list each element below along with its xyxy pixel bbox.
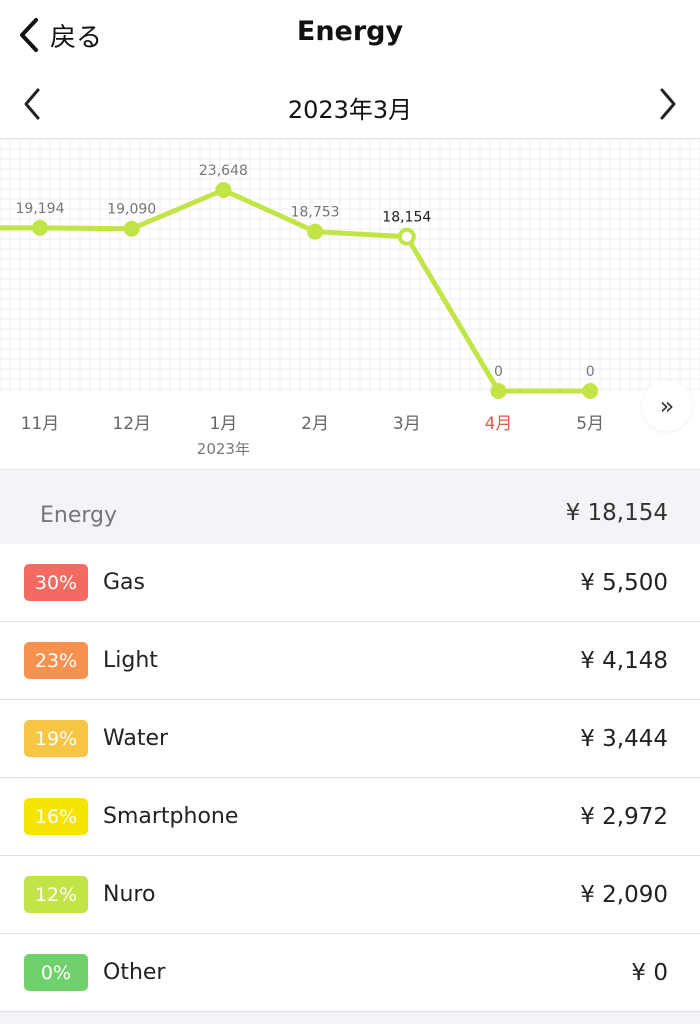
data-label: 19,194	[16, 201, 65, 217]
list-item[interactable]: 12% Nuro ¥ 2,090	[0, 856, 700, 934]
summary-row: Energy ¥ 18,154	[0, 469, 700, 545]
data-label: 0	[494, 364, 503, 380]
percent-badge: 23%	[24, 642, 88, 679]
category-amount: ¥ 4,148	[580, 648, 668, 674]
category-amount: ¥ 5,500	[580, 570, 668, 596]
chevron-left-icon	[20, 18, 38, 52]
category-amount: ¥ 0	[631, 960, 668, 986]
x-tick-label: 5月	[576, 414, 604, 434]
summary-amount: ¥ 18,154	[565, 500, 668, 526]
data-point	[490, 383, 507, 399]
category-name: Light	[103, 648, 158, 673]
bottom-divider	[0, 1012, 700, 1024]
category-name: Smartphone	[103, 804, 239, 829]
category-name: Gas	[103, 570, 145, 595]
month-navigator: 2023年3月	[0, 70, 700, 139]
category-amount: ¥ 2,972	[580, 804, 668, 830]
summary-name: Energy	[40, 503, 118, 528]
current-month-label: 2023年3月	[287, 96, 413, 124]
x-tick-label: 4月	[485, 414, 513, 434]
data-label: 19,090	[107, 202, 156, 218]
x-tick-label: 1月	[209, 414, 237, 434]
back-button[interactable]: 戻る	[18, 14, 102, 56]
x-tick-label: 2月	[301, 414, 329, 434]
list-item[interactable]: 30% Gas ¥ 5,500	[0, 544, 700, 622]
category-name: Other	[103, 960, 166, 985]
next-month-button[interactable]	[652, 86, 682, 122]
x-tick-label: 11月	[21, 414, 60, 434]
chart-svg: 19,194 11月 19,090 12月 23,648 1月 18,753 2月 18,154…	[0, 139, 700, 458]
list-item[interactable]: 19% Water ¥ 3,444	[0, 700, 700, 778]
navigation-bar: 戻る Energy	[0, 0, 700, 70]
percent-badge: 0%	[24, 954, 88, 991]
data-point-selected	[397, 227, 416, 246]
data-label: 0	[586, 364, 595, 380]
x-tick-label: 3月	[393, 414, 421, 434]
data-label: 23,648	[199, 163, 248, 179]
category-name: Water	[103, 726, 169, 751]
data-label: 18,154	[382, 210, 431, 226]
list-item[interactable]: 16% Smartphone ¥ 2,972	[0, 778, 700, 856]
x-tick-sublabel: 2023年	[197, 440, 250, 458]
percent-badge: 19%	[24, 720, 88, 757]
double-chevron-right-icon[interactable]: »	[642, 381, 692, 431]
percent-badge: 16%	[24, 798, 88, 835]
category-name: Nuro	[103, 882, 156, 907]
category-amount: ¥ 3,444	[580, 726, 668, 752]
list-item[interactable]: 23% Light ¥ 4,148	[0, 622, 700, 700]
category-amount: ¥ 2,090	[580, 882, 668, 908]
x-tick-label: 12月	[112, 414, 151, 434]
percent-badge: 30%	[24, 564, 88, 601]
data-point	[582, 383, 599, 399]
previous-month-button[interactable]	[18, 86, 48, 122]
data-point	[123, 220, 140, 237]
category-list: 30% Gas ¥ 5,500 23% Light ¥ 4,148 19% Wa…	[0, 544, 700, 1012]
back-label: 戻る	[50, 22, 103, 53]
percent-badge: 12%	[24, 876, 88, 913]
monthly-line-chart[interactable]: 19,194 11月 19,090 12月 23,648 1月 18,753 2月 18,154…	[0, 139, 700, 469]
data-point	[215, 182, 232, 198]
data-label: 18,753	[291, 205, 340, 221]
data-point	[32, 219, 48, 236]
data-point	[307, 223, 324, 240]
list-item[interactable]: 0% Other ¥ 0	[0, 934, 700, 1012]
page-title: Energy	[296, 16, 404, 47]
